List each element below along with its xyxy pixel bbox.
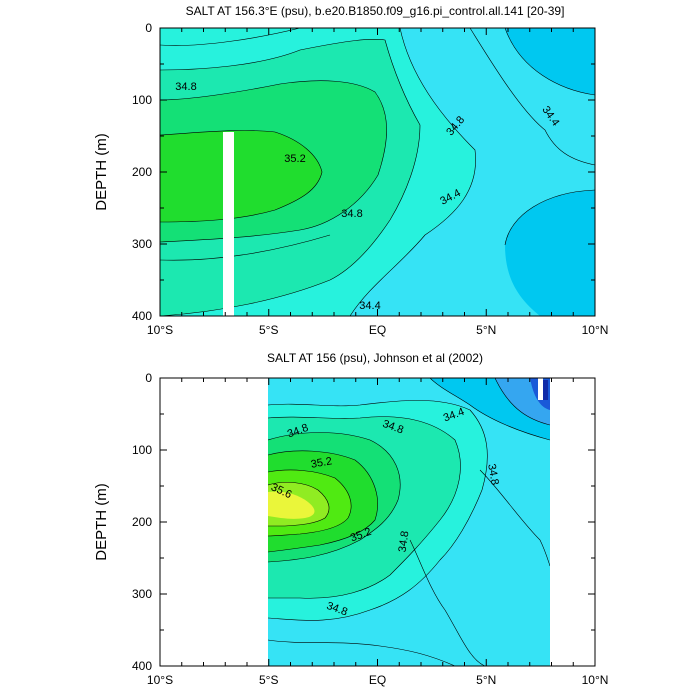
top-contour-label: 34.8 [341, 208, 362, 220]
bottom-band-358 [268, 491, 315, 519]
y-tick-label: 200 [132, 165, 152, 179]
x-tick-label: 10°N [582, 323, 609, 337]
top-panel: SALT AT 156.3°E (psu), b.e20.B1850.f09_g… [93, 4, 608, 337]
top-contour-label: 35.2 [284, 153, 305, 165]
top-field [160, 28, 595, 316]
bottom-contour-label: 34.8 [485, 463, 501, 486]
top-missing-column [223, 132, 234, 316]
top-title: SALT AT 156.3°E (psu), b.e20.B1850.f09_g… [186, 4, 565, 18]
y-tick-label: 300 [132, 237, 152, 251]
bottom-y-axis-label: DEPTH (m) [93, 483, 110, 561]
bottom-deep-3 [542, 380, 548, 400]
top-contour-label: 34.8 [175, 81, 196, 93]
y-tick-label: 200 [132, 515, 152, 529]
x-tick-label: 5°N [476, 673, 496, 687]
y-tick-label: 400 [132, 659, 152, 673]
y-tick-label: 400 [132, 309, 152, 323]
x-tick-label: EQ [369, 673, 386, 687]
bottom-contours [268, 378, 550, 666]
x-tick-label: 5°N [476, 323, 496, 337]
bottom-contour-label: 35.2 [310, 455, 333, 471]
y-tick-label: 0 [145, 371, 152, 385]
bottom-field [268, 378, 550, 666]
y-tick-label: 300 [132, 587, 152, 601]
x-tick-label: 5°S [259, 673, 278, 687]
top-contour-label: 34.4 [359, 300, 380, 312]
top-low-north [505, 28, 595, 95]
y-tick-label: 100 [132, 443, 152, 457]
bottom-contour-label: 34.8 [397, 530, 412, 553]
x-tick-label: 10°S [147, 323, 173, 337]
top-axes: 10°S 5°S EQ 5°N 10°N 0 100 200 300 400 [132, 21, 608, 337]
top-band-352 [160, 130, 322, 222]
x-tick-label: 5°S [259, 323, 278, 337]
y-tick-label: 0 [145, 21, 152, 35]
top-contours [160, 28, 595, 316]
top-low-deep [505, 190, 595, 316]
bottom-gap [538, 378, 543, 400]
bottom-title: SALT AT 156 (psu), Johnson et al (2002) [267, 351, 483, 365]
top-y-axis-label: DEPTH (m) [93, 133, 110, 211]
x-tick-label: 10°S [147, 673, 173, 687]
x-tick-label: 10°N [582, 673, 609, 687]
y-tick-label: 100 [132, 93, 152, 107]
x-tick-label: EQ [369, 323, 386, 337]
bottom-axes: 10°S 5°S EQ 5°N 10°N 0 100 200 300 400 [132, 371, 608, 687]
bottom-panel: SALT AT 156 (psu), Johnson et al (2002) [93, 351, 608, 687]
